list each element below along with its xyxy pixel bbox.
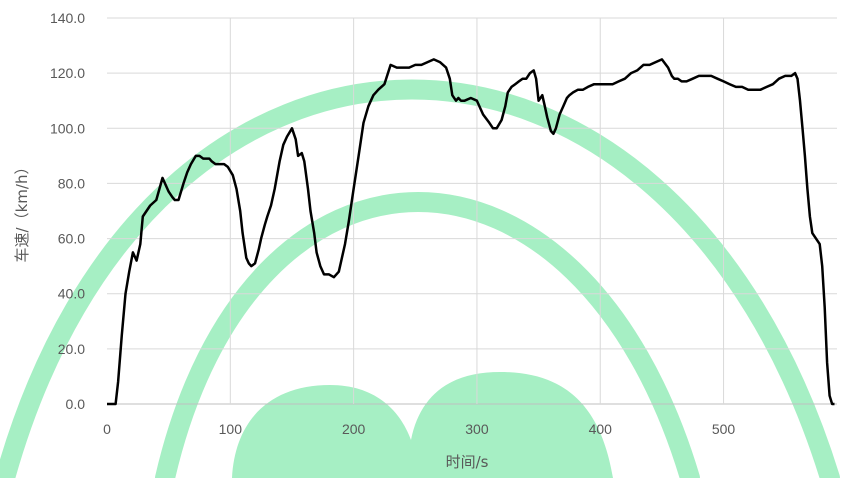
x-tick-label: 400: [589, 421, 613, 437]
x-axis-tick-labels: 0 100 200 300 400 500: [103, 421, 735, 437]
y-axis-tick-labels: 0.0 20.0 40.0 60.0 80.0 100.0 120.0 140.0: [50, 10, 85, 412]
y-tick-label: 120.0: [50, 65, 85, 81]
y-tick-label: 40.0: [58, 286, 85, 302]
gridlines: [107, 17, 837, 405]
y-axis-title: 车速/（km/h）: [13, 160, 31, 263]
y-tick-label: 80.0: [58, 175, 85, 191]
y-tick-label: 20.0: [58, 341, 85, 357]
x-tick-label: 500: [712, 421, 736, 437]
y-tick-label: 140.0: [50, 10, 85, 26]
x-tick-label: 200: [342, 421, 366, 437]
x-tick-label: 300: [465, 421, 489, 437]
y-tick-label: 60.0: [58, 231, 85, 247]
watermark-heart-shape: [232, 372, 613, 478]
y-tick-label: 100.0: [50, 120, 85, 136]
watermark-inner-arc: [155, 192, 700, 478]
y-tick-label: 0.0: [66, 396, 86, 412]
x-axis-title: 时间/s: [446, 453, 489, 471]
watermark-outer-arc: [0, 79, 840, 478]
speed-line: [107, 58, 835, 406]
watermark-decoration: [0, 79, 840, 478]
series-layer: [107, 58, 835, 406]
x-tick-label: 0: [103, 421, 111, 437]
x-tick-label: 100: [219, 421, 243, 437]
